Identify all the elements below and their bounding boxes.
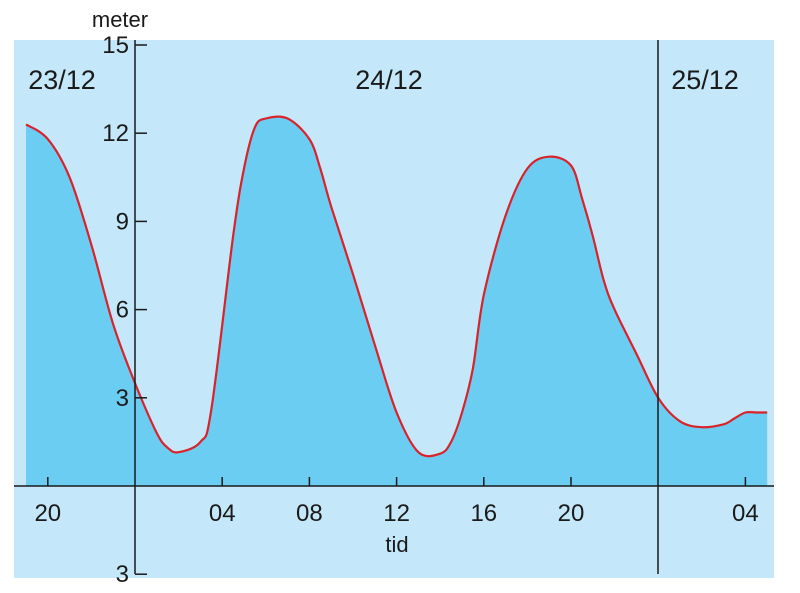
day-label-0: 23/12	[28, 65, 96, 95]
y-tick-label-below: 3	[116, 561, 129, 588]
y-axis-title: meter	[92, 7, 148, 32]
y-tick-label-9: 9	[116, 208, 129, 235]
x-tick-label-5: 20	[558, 500, 585, 527]
axes	[14, 40, 774, 575]
y-tick-label-3: 3	[116, 385, 129, 412]
day-label-1: 24/12	[355, 65, 423, 95]
tide-area-fill	[26, 116, 768, 486]
tide-line-path	[25, 115, 768, 458]
tide-line	[25, 115, 768, 458]
x-axis-title: tid	[385, 532, 408, 557]
y-tick-label-6: 6	[116, 297, 129, 324]
x-tick-label-2: 08	[296, 500, 323, 527]
x-tick-label-1: 04	[209, 500, 236, 527]
tide-area	[26, 116, 768, 486]
x-tick-label-0: 20	[34, 500, 61, 527]
x-tick-label-4: 16	[470, 500, 497, 527]
day-label-2: 25/12	[671, 65, 739, 95]
labels: 3 6 9 12 15 3 20 04 08 12 16 20 04 meter tid 23/12 24/12…	[28, 7, 759, 588]
y-tick-label-15: 15	[102, 32, 129, 59]
y-tick-label-12: 12	[102, 120, 129, 147]
x-tick-label-6: 04	[732, 500, 759, 527]
x-tick-label-3: 12	[383, 500, 410, 527]
